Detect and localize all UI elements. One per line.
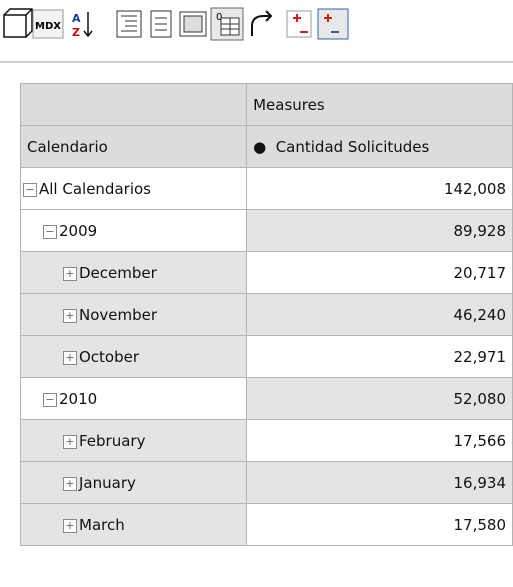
value-cell: 142,008 (246, 167, 513, 210)
expand-all-button[interactable] (286, 10, 312, 38)
data-row: −2010 52,080 (19, 377, 513, 420)
data-row: −2009 89,928 (19, 209, 513, 252)
collapse-icon[interactable]: − (43, 392, 57, 407)
member-cell: + March (19, 503, 248, 546)
data-row: + March 17,580 (19, 503, 513, 546)
expand-icon[interactable]: + (63, 266, 77, 281)
sort-z: Z (72, 26, 80, 39)
measure-header[interactable]: ● Cantidad Solicitudes (246, 125, 513, 168)
collapse-icon[interactable]: − (23, 182, 37, 197)
data-row: + November 46,240 (19, 293, 513, 336)
member-cell: + January (19, 461, 248, 504)
member-cell: − All Calendarios (19, 167, 248, 210)
header-row: Calendario ● Cantidad Solicitudes (19, 125, 513, 168)
member-label: March (79, 515, 125, 534)
sort-button[interactable]: A Z (72, 12, 93, 39)
member-label: All Calendarios (39, 179, 151, 198)
mdx-button[interactable]: MDX (32, 9, 64, 39)
swap-button[interactable] (251, 10, 273, 36)
member-label: 2009 (59, 221, 98, 240)
toolbar: MDX A Z 0 (0, 7, 513, 63)
columns-button[interactable] (150, 10, 172, 38)
member-cell: −2010 (19, 377, 248, 420)
member-label: 2010 (59, 389, 98, 408)
zero-label: 0 (216, 12, 222, 23)
value-cell: 17,580 (246, 503, 513, 546)
expand-icon[interactable]: + (63, 518, 77, 533)
measures-header: Measures (246, 83, 513, 126)
member-cell: + November (19, 293, 248, 336)
data-row: + January 16,934 (19, 461, 513, 504)
member-cell: + December (19, 251, 248, 294)
expand-icon[interactable]: + (63, 308, 77, 323)
header-row: Measures (19, 83, 513, 126)
member-label: October (79, 347, 140, 366)
collapse-icon[interactable]: − (43, 224, 57, 239)
expand-icon[interactable]: + (63, 434, 77, 449)
data-row: − All Calendarios 142,008 (19, 167, 513, 210)
cube-button[interactable] (3, 8, 33, 38)
measure-name: Cantidad Solicitudes (275, 137, 430, 156)
member-label: November (79, 305, 158, 324)
member-cell: −2009 (19, 209, 248, 252)
collapse-all-button[interactable] (317, 8, 349, 40)
member-cell: + February (19, 419, 248, 462)
data-row: + October 22,971 (19, 335, 513, 378)
table-body: Measures Calendario ● Cantidad Solicitud… (19, 83, 513, 546)
member-label: January (79, 473, 136, 492)
zero-button[interactable]: 0 (210, 7, 244, 41)
expand-icon[interactable]: + (63, 476, 77, 491)
expand-icon[interactable]: + (63, 350, 77, 365)
table-button[interactable] (179, 11, 207, 37)
row-header: Calendario (19, 125, 248, 168)
value-cell: 22,971 (246, 335, 513, 378)
value-cell: 16,934 (246, 461, 513, 504)
data-row: + February 17,566 (19, 419, 513, 462)
mdx-label: MDX (35, 21, 61, 32)
value-cell: 46,240 (246, 293, 513, 336)
sort-a: A (72, 12, 81, 25)
pivot-table: Measures Calendario ● Cantidad Solicitud… (19, 83, 513, 546)
data-row: + December 20,717 (19, 251, 513, 294)
member-label: December (79, 263, 157, 282)
value-cell: 17,566 (246, 419, 513, 462)
member-cell: + October (19, 335, 248, 378)
value-cell: 52,080 (246, 377, 513, 420)
member-label: February (79, 431, 146, 450)
hierarchy-button[interactable] (116, 10, 142, 38)
corner-cell (19, 83, 248, 126)
value-cell: 20,717 (246, 251, 513, 294)
value-cell: 89,928 (246, 209, 513, 252)
